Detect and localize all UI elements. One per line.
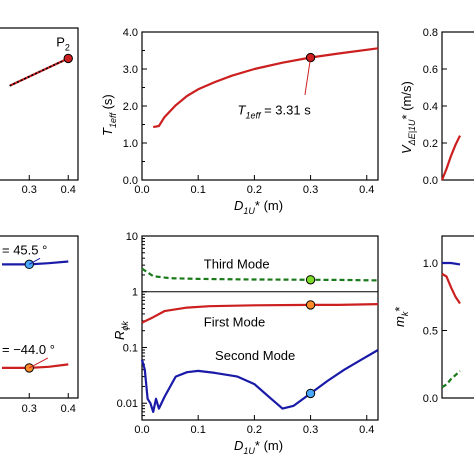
- data-point-marker: [305, 275, 316, 285]
- y-tick-label: 1.0: [123, 138, 138, 150]
- plot-frame: [441, 235, 474, 399]
- y-tick-label: 0.1: [123, 342, 138, 354]
- x-axis-label: D1U* (m): [234, 438, 283, 456]
- x-tick-label: 0.3: [303, 184, 318, 196]
- plot-frame: [0, 27, 79, 181]
- series-label-second-mode: Second Mode: [215, 348, 295, 363]
- panel-bottom-left: 0.3 0.4 = 45.5 ° = −44.0 °: [0, 235, 79, 415]
- series-line: [141, 303, 379, 324]
- series-line: [2, 363, 69, 369]
- y-tick-label: 0.0: [423, 393, 438, 405]
- series-line: [441, 370, 461, 389]
- x-tick-label: 0.2: [247, 184, 262, 196]
- y-tick-label: 0.8: [423, 27, 438, 39]
- y-tick-label: 0.2: [423, 138, 438, 150]
- series-label-third-mode: Third Mode: [204, 257, 270, 272]
- x-tick-label: 0.1: [191, 184, 206, 196]
- y-tick-label: 1.0: [423, 258, 438, 270]
- x-axis-label: D1U* (m): [234, 198, 283, 216]
- x-tick-label: 0.1: [191, 424, 206, 436]
- x-tick-label: 0.3: [22, 403, 37, 415]
- data-point-marker: [63, 53, 73, 64]
- y-axis-label: VΔE|1U* (m/s): [399, 81, 417, 154]
- y-tick-label: 4.0: [123, 27, 138, 39]
- panel-bottom-right: 0.0 0.5 1.0 mk*: [392, 235, 474, 405]
- y-tick-label: 0.01: [117, 398, 138, 410]
- data-point-marker: [305, 388, 316, 399]
- y-axis-label: T1eff (s): [100, 94, 118, 136]
- y-tick-label: 0.6: [423, 64, 438, 76]
- y-tick-label: 0.0: [123, 175, 138, 187]
- y-axis-label: mk*: [392, 307, 410, 327]
- panel-top-right: 0.0 0.2 0.4 0.6 0.8 VΔE|1U* (m/s): [399, 27, 474, 187]
- annotation-leader: [304, 57, 312, 95]
- series-line: [141, 267, 379, 282]
- series-line: [442, 261, 461, 266]
- plot-frame: [0, 235, 79, 399]
- x-tick-label: 0.3: [303, 424, 318, 436]
- x-tick-label: 0.3: [22, 184, 37, 196]
- y-tick-label: 0.4: [423, 101, 438, 113]
- series-line: [2, 260, 69, 266]
- panel-bottom-center: 0.0 0.1 0.2 0.3 0.4 0.01 0.1 1 10 Third Mode First…: [112, 231, 379, 456]
- data-point-marker: [305, 300, 316, 310]
- x-tick-label: 0.0: [134, 184, 149, 196]
- x-tick-label: 0.4: [359, 424, 374, 436]
- y-tick-label: 0.5: [423, 326, 438, 338]
- x-tick-label: 0.4: [61, 403, 76, 415]
- annotation-text: T1eff = 3.31 s: [238, 103, 312, 121]
- y-tick-label: 2.0: [123, 101, 138, 113]
- series-line: [441, 272, 461, 305]
- plot-frame: [141, 235, 379, 421]
- x-tick-label: 0.4: [61, 184, 76, 196]
- series-label-first-mode: First Mode: [204, 314, 265, 329]
- x-tick-label: 0.2: [247, 424, 262, 436]
- panel-top-left: 0.3 0.4 P2: [0, 27, 79, 196]
- y-tick-label: 3.0: [123, 64, 138, 76]
- y-tick-label: 1: [132, 287, 138, 299]
- annotation-text-red: = −44.0 °: [2, 342, 55, 357]
- annotation-text-blue: = 45.5 °: [2, 242, 47, 257]
- x-tick-label: 0.0: [134, 424, 149, 436]
- x-tick-label: 0.4: [359, 184, 374, 196]
- panel-top-center: 0.0 0.1 0.2 0.3 0.4 0.0 1.0 2.0 3.0 4.0 T1eff (s) D…: [100, 27, 379, 216]
- y-tick-label: 10: [126, 231, 138, 243]
- series-line: [140, 349, 379, 413]
- annotation-leader: [29, 357, 49, 369]
- point-label: P2: [56, 34, 70, 52]
- series-line: [9, 57, 69, 87]
- y-tick-label: 0.0: [423, 175, 438, 187]
- annotation-leader: [29, 257, 41, 265]
- series-line: [440, 135, 461, 181]
- y-axis-label: Rϕk: [112, 321, 130, 340]
